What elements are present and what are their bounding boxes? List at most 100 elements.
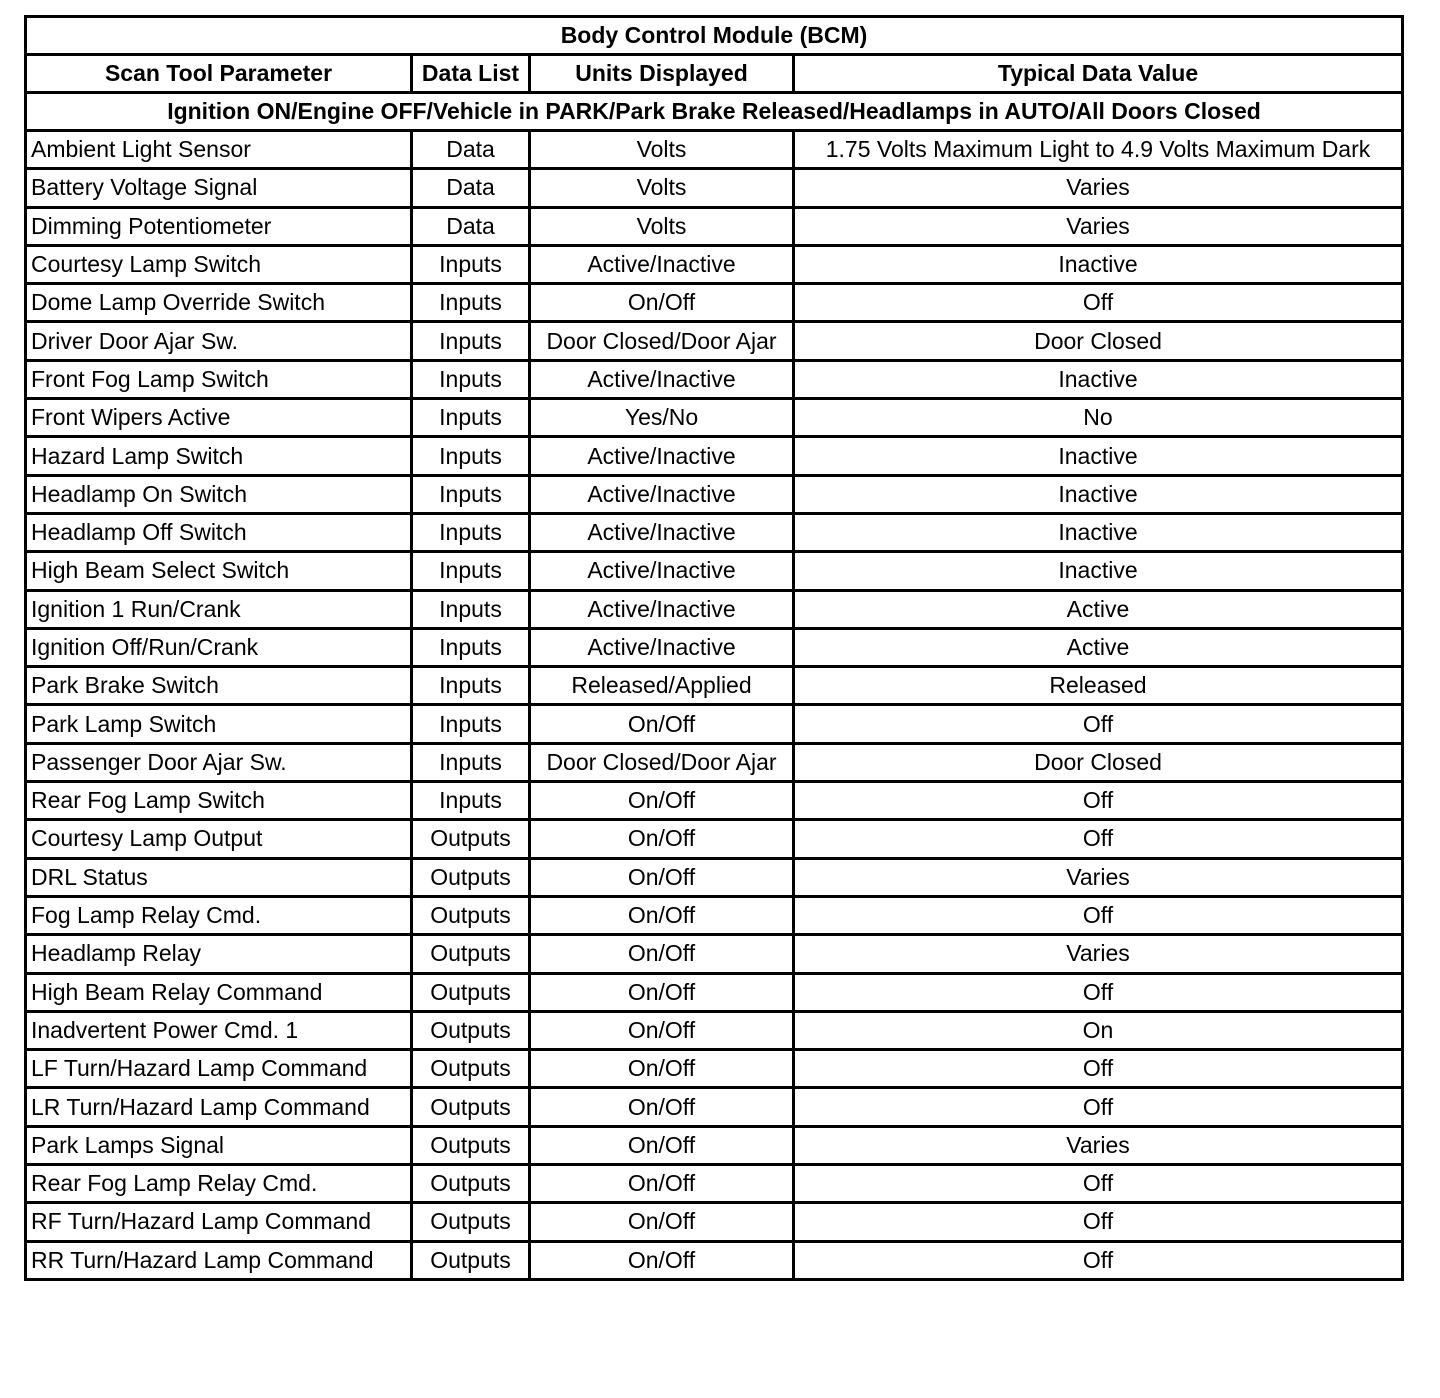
table-row: High Beam Select Switch Inputs Active/Inac… xyxy=(24,550,1404,592)
header-units: Units Displayed xyxy=(528,53,795,94)
units-cell: On/Off xyxy=(528,856,795,898)
table-row: Dome Lamp Override Switch Inputs On/Off Off xyxy=(24,282,1404,324)
table-row: Rear Fog Lamp Switch Inputs On/Off Off xyxy=(24,780,1404,822)
typical-value-cell: Off xyxy=(792,971,1404,1013)
header-row: Scan Tool Parameter Data List Units Disp… xyxy=(24,53,1404,94)
typical-value-cell: Inactive xyxy=(792,550,1404,592)
units-cell: Active/Inactive xyxy=(528,626,795,669)
data-list-cell: Inputs xyxy=(410,282,531,324)
parameter-cell: Headlamp On Switch xyxy=(24,473,413,515)
data-list-cell: Outputs xyxy=(410,1201,531,1243)
table-row: Front Wipers Active Inputs Yes/No No xyxy=(24,397,1404,439)
parameter-cell: DRL Status xyxy=(24,856,413,898)
units-cell: On/Off xyxy=(528,933,795,975)
typical-value-cell: Door Closed xyxy=(792,741,1404,784)
table-row: RR Turn/Hazard Lamp Command Outputs On/Off… xyxy=(24,1239,1404,1281)
data-list-cell: Outputs xyxy=(410,1163,531,1205)
parameter-cell: Front Wipers Active xyxy=(24,397,413,439)
data-list-cell: Outputs xyxy=(410,894,531,937)
parameter-cell: LF Turn/Hazard Lamp Command xyxy=(24,1048,413,1090)
data-list-cell: Outputs xyxy=(410,1086,531,1128)
typical-value-cell: Door Closed xyxy=(792,320,1404,362)
data-list-cell: Inputs xyxy=(410,741,531,784)
data-list-cell: Inputs xyxy=(410,665,531,707)
typical-value-cell: Off xyxy=(792,1086,1404,1128)
parameter-cell: Park Lamps Signal xyxy=(24,1124,413,1167)
parameter-cell: Driver Door Ajar Sw. xyxy=(24,320,413,362)
typical-value-cell: Varies xyxy=(792,205,1404,247)
table-row: Headlamp Relay Outputs On/Off Varies xyxy=(24,933,1404,975)
table-row: Park Lamps Signal Outputs On/Off Varies xyxy=(24,1124,1404,1167)
data-list-cell: Outputs xyxy=(410,933,531,975)
parameter-cell: Park Lamp Switch xyxy=(24,703,413,745)
typical-value-cell: Off xyxy=(792,282,1404,324)
units-cell: Volts xyxy=(528,167,795,209)
parameter-cell: LR Turn/Hazard Lamp Command xyxy=(24,1086,413,1128)
table-row: Ignition Off/Run/Crank Inputs Active/Inact… xyxy=(24,626,1404,669)
typical-value-cell: On xyxy=(792,1009,1404,1052)
typical-value-cell: Inactive xyxy=(792,243,1404,286)
typical-value-cell: Inactive xyxy=(792,511,1404,554)
typical-value-cell: Active xyxy=(792,588,1404,630)
units-cell: On/Off xyxy=(528,1163,795,1205)
parameter-cell: Ignition Off/Run/Crank xyxy=(24,626,413,669)
table-row: Ignition 1 Run/Crank Inputs Active/Inactiv… xyxy=(24,588,1404,630)
typical-value-cell: Varies xyxy=(792,933,1404,975)
bcm-data-table: Body Control Module (BCM) Scan Tool Para… xyxy=(24,15,1404,1281)
header-parameter: Scan Tool Parameter xyxy=(24,53,413,94)
header-data-list: Data List xyxy=(410,53,531,94)
data-list-cell: Inputs xyxy=(410,243,531,286)
units-cell: Door Closed/Door Ajar xyxy=(528,320,795,362)
parameter-cell: Dome Lamp Override Switch xyxy=(24,282,413,324)
units-cell: On/Off xyxy=(528,894,795,937)
units-cell: On/Off xyxy=(528,1124,795,1167)
typical-value-cell: No xyxy=(792,397,1404,439)
table-row: DRL Status Outputs On/Off Varies xyxy=(24,856,1404,898)
title-row: Body Control Module (BCM) xyxy=(24,15,1404,56)
parameter-cell: Passenger Door Ajar Sw. xyxy=(24,741,413,784)
data-list-cell: Inputs xyxy=(410,511,531,554)
typical-value-cell: Off xyxy=(792,1239,1404,1281)
typical-value-cell: Inactive xyxy=(792,473,1404,515)
parameter-cell: Rear Fog Lamp Relay Cmd. xyxy=(24,1163,413,1205)
typical-value-cell: Inactive xyxy=(792,358,1404,401)
data-list-cell: Inputs xyxy=(410,780,531,822)
data-list-cell: Inputs xyxy=(410,550,531,592)
units-cell: On/Off xyxy=(528,703,795,745)
units-cell: Volts xyxy=(528,205,795,247)
table-row: Battery Voltage Signal Data Volts Varies xyxy=(24,167,1404,209)
data-list-cell: Data xyxy=(410,167,531,209)
units-cell: Active/Inactive xyxy=(528,473,795,515)
units-cell: Active/Inactive xyxy=(528,243,795,286)
data-list-cell: Inputs xyxy=(410,473,531,515)
units-cell: Yes/No xyxy=(528,397,795,439)
parameter-cell: RR Turn/Hazard Lamp Command xyxy=(24,1239,413,1281)
test-condition: Ignition ON/Engine OFF/Vehicle in PARK/P… xyxy=(24,91,1404,132)
parameter-cell: Battery Voltage Signal xyxy=(24,167,413,209)
typical-value-cell: Off xyxy=(792,1048,1404,1090)
table-row: Park Lamp Switch Inputs On/Off Off xyxy=(24,703,1404,745)
data-list-cell: Inputs xyxy=(410,588,531,630)
table-row: Dimming Potentiometer Data Volts Varies xyxy=(24,205,1404,247)
units-cell: On/Off xyxy=(528,1201,795,1243)
units-cell: On/Off xyxy=(528,1239,795,1281)
data-list-cell: Outputs xyxy=(410,1239,531,1281)
units-cell: On/Off xyxy=(528,818,795,860)
data-list-cell: Inputs xyxy=(410,626,531,669)
units-cell: Active/Inactive xyxy=(528,550,795,592)
table-row: Passenger Door Ajar Sw. Inputs Door Closed… xyxy=(24,741,1404,784)
parameter-cell: Ignition 1 Run/Crank xyxy=(24,588,413,630)
typical-value-cell: Off xyxy=(792,894,1404,937)
table-row: LF Turn/Hazard Lamp Command Outputs On/Off… xyxy=(24,1048,1404,1090)
data-list-cell: Outputs xyxy=(410,856,531,898)
parameter-cell: Rear Fog Lamp Switch xyxy=(24,780,413,822)
data-list-cell: Data xyxy=(410,128,531,171)
typical-value-cell: Released xyxy=(792,665,1404,707)
parameter-cell: Headlamp Relay xyxy=(24,933,413,975)
data-list-cell: Outputs xyxy=(410,971,531,1013)
table-row: Rear Fog Lamp Relay Cmd. Outputs On/Off Off xyxy=(24,1163,1404,1205)
parameter-cell: RF Turn/Hazard Lamp Command xyxy=(24,1201,413,1243)
typical-value-cell: Off xyxy=(792,780,1404,822)
condition-row: Ignition ON/Engine OFF/Vehicle in PARK/P… xyxy=(24,91,1404,132)
typical-value-cell: Off xyxy=(792,703,1404,745)
